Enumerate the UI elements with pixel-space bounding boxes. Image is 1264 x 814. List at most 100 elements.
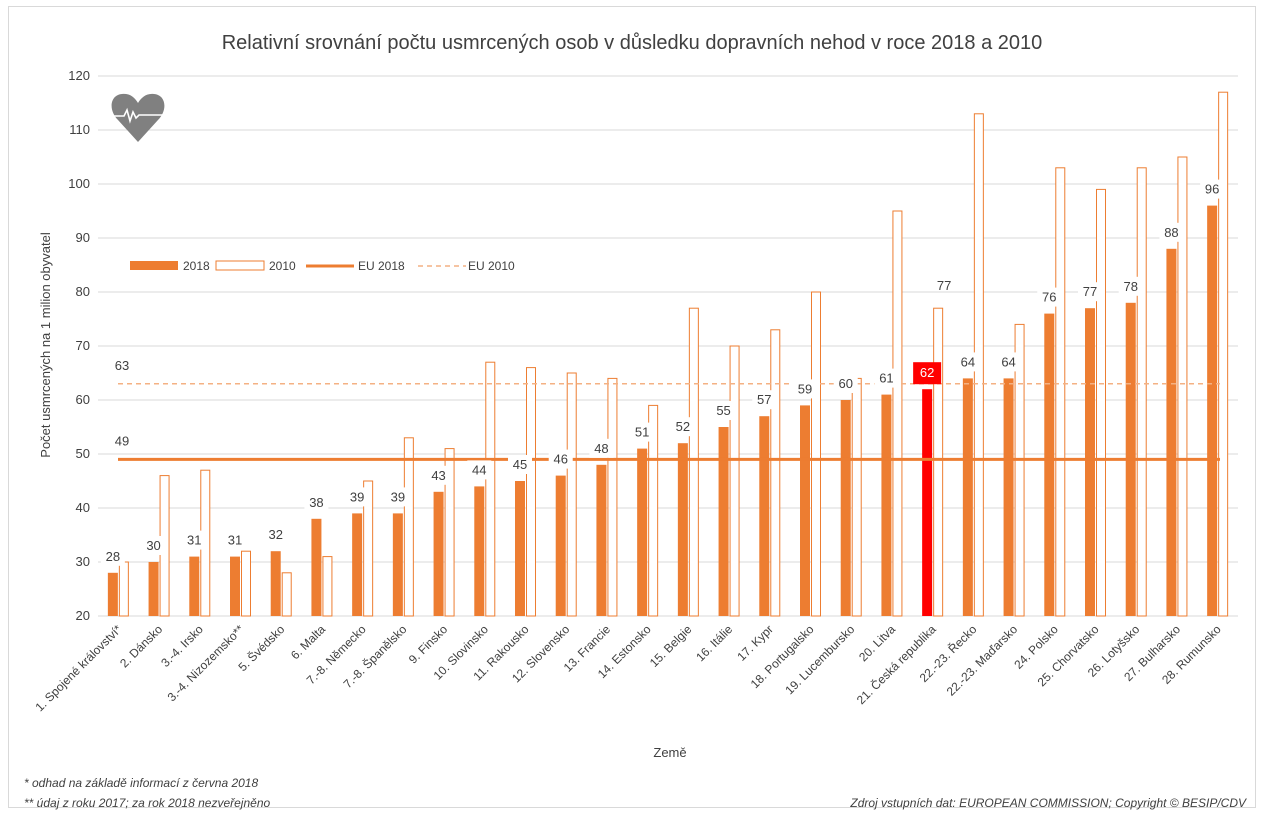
x-category-label: 19. Lucembursko — [782, 622, 857, 697]
bar-2018 — [881, 394, 892, 616]
data-label-2018: 46 — [553, 452, 567, 467]
bar-2010 — [281, 572, 292, 617]
data-label-2018: 61 — [879, 371, 893, 386]
chart-title: Relativní srovnání počtu usmrcených osob… — [222, 32, 1043, 54]
y-tick-70: 70 — [76, 338, 90, 353]
bar-2010 — [729, 345, 740, 617]
bar-2010 — [1055, 167, 1066, 617]
data-label-bg — [589, 438, 614, 458]
data-label-bg — [223, 530, 247, 550]
bar-2010 — [363, 480, 374, 617]
y-tick-40: 40 — [76, 500, 90, 515]
data-label-bg — [630, 422, 655, 442]
data-label-2018: 28 — [106, 549, 120, 564]
data-label-bg — [426, 465, 451, 485]
data-label-2018: 30 — [146, 538, 160, 553]
x-category-label: 17. Kypr — [734, 622, 776, 664]
bar-2010 — [1218, 91, 1229, 617]
data-label-2018: 57 — [757, 392, 771, 407]
bar-2010 — [933, 307, 944, 617]
bar-2018 — [515, 481, 525, 616]
data-label-bg — [874, 368, 899, 388]
data-label-2018: 64 — [961, 354, 975, 369]
x-category-label: 6. Malta — [288, 622, 328, 662]
bar-2018 — [637, 448, 648, 616]
bar-2018 — [922, 389, 933, 616]
bar-2010 — [648, 404, 659, 617]
data-label-bg — [1037, 287, 1062, 307]
data-label-bg — [182, 530, 207, 550]
bar-2018 — [148, 562, 159, 616]
y-tick-90: 90 — [76, 230, 90, 245]
bar-2010 — [322, 556, 333, 617]
bar-2018 — [800, 405, 810, 616]
y-axis-title: Počet usmrcených na 1 milion obyvatel — [38, 232, 53, 458]
bar-2010 — [526, 367, 536, 617]
heart-pulse-icon — [108, 93, 170, 142]
bar-2018 — [596, 464, 607, 616]
bar-2010 — [1136, 167, 1147, 617]
data-label-bg — [345, 487, 370, 507]
data-label-2018: 48 — [594, 441, 608, 456]
bar-2018 — [1085, 308, 1095, 616]
eu-average-lines — [118, 383, 1220, 461]
bar-2010 — [1177, 156, 1188, 617]
bar-2018 — [759, 416, 770, 616]
bar-2018 — [840, 400, 851, 616]
legend: 2018 2010 EU 2018 EU 2010 — [130, 259, 515, 273]
bar-2018 — [962, 378, 973, 616]
bar-2010 — [485, 361, 496, 617]
bar-2018 — [107, 572, 118, 616]
data-label-bg — [304, 492, 329, 512]
legend-label-2010: 2010 — [269, 259, 296, 273]
data-label-bg — [141, 536, 166, 555]
bar-2010 — [688, 307, 699, 617]
data-label-2018: 52 — [676, 419, 690, 434]
data-label-extra: 77 — [937, 278, 951, 293]
data-label-2018: 76 — [1042, 290, 1056, 305]
data-label-2018: 60 — [838, 376, 852, 391]
bar-2018 — [270, 551, 281, 616]
data-label-bg — [508, 455, 532, 474]
data-label-2018: 59 — [798, 381, 812, 396]
data-label-2018: 88 — [1164, 225, 1178, 240]
bar-2010 — [770, 329, 781, 617]
bar-2010 — [566, 372, 577, 617]
eu-line-label: 63 — [115, 358, 129, 373]
source-note: Zdroj vstupních dat: EUROPEAN COMMISSION… — [849, 796, 1247, 810]
data-label-bg — [955, 352, 980, 372]
bar-2018 — [474, 486, 485, 616]
y-tick-30: 30 — [76, 554, 90, 569]
legend-label-eu2018: EU 2018 — [358, 259, 405, 273]
data-label-2018: 77 — [1083, 284, 1097, 299]
footnote-1: * odhad na základě informací z června 20… — [24, 776, 258, 790]
legend-label-eu2010: EU 2010 — [468, 259, 515, 273]
bar-2018 — [1003, 378, 1014, 616]
eu-line-label: 49 — [115, 433, 129, 448]
bar-2010 — [607, 377, 618, 617]
bar-2018 — [311, 518, 322, 616]
y-tick-100: 100 — [68, 176, 90, 191]
x-axis-title: Země — [653, 745, 686, 760]
data-label-bg — [1118, 276, 1143, 296]
legend-swatch-2010 — [215, 260, 265, 271]
bar-2018 — [677, 443, 688, 616]
data-label-2018: 32 — [268, 527, 282, 542]
bar-2018 — [1044, 313, 1055, 616]
y-tick-110: 110 — [69, 122, 90, 137]
bar-2018 — [555, 475, 566, 616]
x-category-label: 22.-23. Maďarsko — [944, 622, 1021, 699]
data-label-bg — [793, 379, 817, 399]
bar-2018 — [230, 556, 240, 616]
data-label-bg — [833, 374, 858, 393]
data-label-2018: 31 — [228, 533, 242, 548]
footnote-2: ** údaj z roku 2017; za rok 2018 nezveře… — [24, 796, 270, 810]
bar-2018 — [189, 556, 200, 616]
data-label-2018: 38 — [309, 495, 323, 510]
data-label-bg — [752, 390, 777, 410]
data-label-2018: 31 — [187, 533, 201, 548]
y-tick-50: 50 — [76, 446, 90, 461]
bar-2010 — [811, 291, 821, 617]
y-tick-80: 80 — [76, 284, 90, 299]
